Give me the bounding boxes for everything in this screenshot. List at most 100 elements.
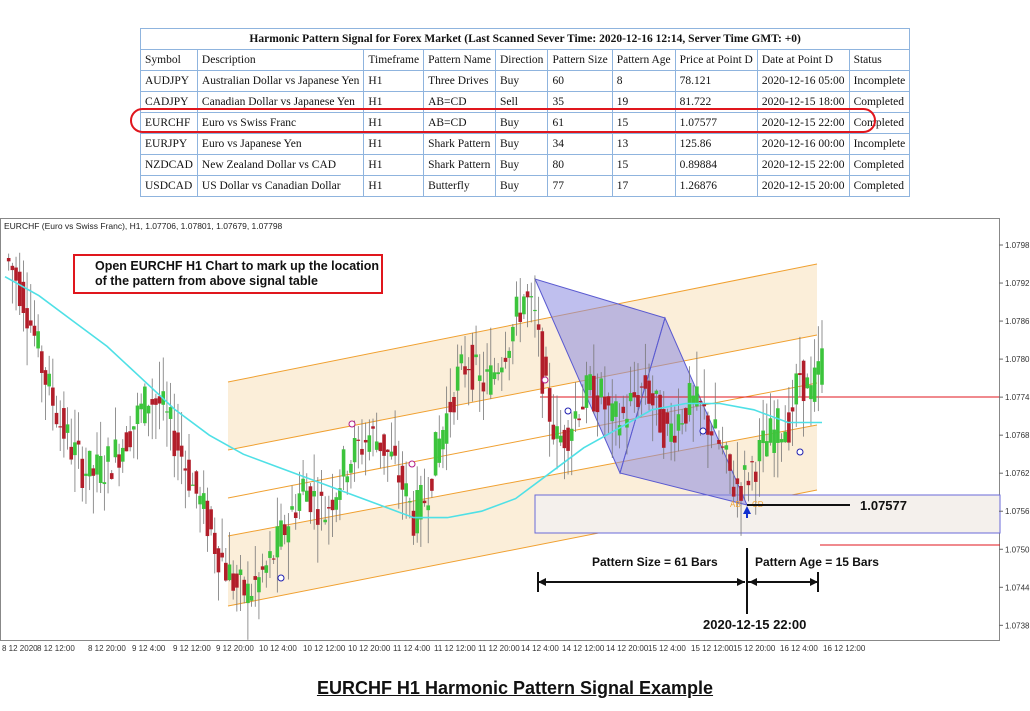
candle-body [466, 368, 471, 371]
candle-body [522, 296, 526, 315]
table-cell: 8 [611, 70, 676, 92]
instruction-note: Open EURCHF H1 Chart to mark up the loca… [73, 254, 383, 294]
channel-top-line [227, 263, 818, 383]
channel-upper-inner-line [227, 334, 818, 451]
candle-body [264, 565, 269, 573]
point-d-price-label: 1.07577 [860, 498, 907, 513]
candle-body [216, 548, 221, 573]
table-row[interactable]: USDCAD US Dollar vs Canadian Dollar H1 Butt… [140, 175, 911, 197]
y-tick-label: 1.0756 [1005, 507, 1030, 516]
table-cell: Euro vs Japanese Yen [196, 133, 365, 155]
candle-body [198, 495, 202, 505]
candle-body [569, 428, 574, 441]
table-cell: Completed [848, 112, 911, 134]
marker-4 [541, 376, 549, 384]
candle-body [14, 267, 18, 281]
candle-body [511, 326, 515, 342]
candle-body [488, 365, 493, 395]
candle-body [349, 463, 353, 473]
x-tick-label: 9 12 4:00 [132, 644, 166, 653]
candle-body [308, 486, 313, 513]
table-cell: 15 [611, 112, 676, 134]
price-chart[interactable]: AB CD 1.07981.07921.07861.07801.07741.07… [0, 218, 1030, 658]
candle-body [371, 426, 375, 429]
table-header-row: Symbol Description Timeframe Pattern Name Di… [140, 49, 911, 71]
candle-body [260, 566, 265, 570]
candle-body [194, 471, 199, 494]
table-cell: 2020-12-15 20:00 [756, 175, 850, 197]
candle-body [301, 478, 305, 492]
x-tick-label: 11 12 12:00 [434, 644, 476, 653]
candle-body [768, 418, 773, 443]
y-tick-label: 1.0780 [1005, 355, 1030, 364]
candle-body [709, 431, 714, 436]
marker-7 [796, 448, 804, 456]
candle-body [632, 392, 637, 397]
candle-body [750, 461, 754, 463]
candle-body [62, 408, 66, 439]
table-cell: Buy [494, 70, 549, 92]
candle-body [753, 471, 758, 482]
candle-body [179, 445, 184, 457]
candle-body [139, 403, 143, 410]
table-row[interactable]: EURJPY Euro vs Japanese Yen H1 Shark Patter… [140, 133, 911, 155]
table-cell: H1 [363, 133, 425, 155]
table-cell: 81.722 [674, 91, 758, 113]
table-cell: Three Drives [423, 70, 496, 92]
table-cell: 1.07577 [674, 112, 758, 134]
table-cell: Incomplete [848, 70, 911, 92]
table-row[interactable]: CADJPY Canadian Dollar vs Japanese Yen H1 A… [140, 91, 911, 113]
marker-3 [277, 574, 285, 582]
candle-body [87, 450, 92, 477]
candle-body [654, 390, 659, 394]
candle-body [783, 431, 787, 443]
column-header: Pattern Age [611, 49, 676, 71]
table-cell: 2020-12-15 22:00 [756, 154, 850, 176]
candle-body [746, 480, 751, 486]
table-cell: 2020-12-16 00:00 [756, 133, 850, 155]
candle-body [367, 435, 372, 452]
candle-body [757, 439, 762, 462]
table-row[interactable]: EURCHF Euro vs Swiss Franc H1 AB=CD Buy 61 15 1… [140, 112, 911, 134]
candle-body [69, 446, 74, 460]
candle-body [544, 356, 548, 376]
candle-body [533, 309, 537, 312]
candle-body [529, 296, 534, 298]
candle-body [680, 423, 684, 425]
candle-body [268, 551, 272, 558]
candle-body [592, 375, 596, 412]
candle-body [356, 439, 361, 441]
candle-body [477, 375, 482, 381]
candle-body [610, 403, 615, 422]
candle-body [614, 401, 618, 417]
candle-body [246, 583, 250, 604]
y-tick-label: 1.0738 [1005, 621, 1030, 630]
table-row[interactable]: NZDCAD New Zealand Dollar vs CAD H1 Shark P… [140, 154, 911, 176]
candle-body [106, 446, 110, 462]
candle-body [102, 482, 107, 485]
candle-body [636, 395, 640, 407]
candle-body [603, 396, 607, 410]
candle-body [650, 393, 655, 406]
column-header: Pattern Size [547, 49, 613, 71]
candle-body [286, 526, 291, 543]
column-header: Symbol [140, 49, 198, 71]
candle-body [577, 418, 581, 421]
candle-body [658, 394, 662, 433]
candle-body [32, 325, 37, 336]
candle-body [452, 396, 456, 413]
table-row[interactable]: AUDJPY Australian Dollar vs Japanese Yen H… [140, 70, 911, 92]
candle-body [187, 459, 191, 491]
candle-body [227, 564, 232, 581]
table-cell: 34 [547, 133, 613, 155]
candle-body [47, 373, 51, 387]
table-title: Harmonic Pattern Signal for Forex Market… [140, 28, 911, 49]
candle-body [430, 478, 434, 491]
table-cell: US Dollar vs Canadian Dollar [196, 175, 365, 197]
candle-body [290, 506, 294, 510]
table-cell: 2020-12-16 05:00 [756, 70, 850, 92]
candle-body [132, 426, 136, 430]
candle-body [695, 386, 699, 407]
marker-6 [699, 427, 707, 435]
candle-body [43, 370, 48, 385]
